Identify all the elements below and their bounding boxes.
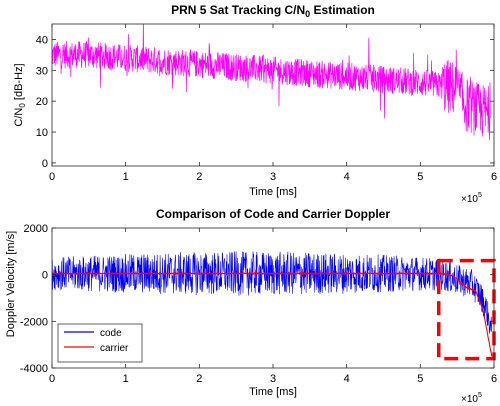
y-tick-label-cn0: 40 xyxy=(36,34,48,46)
x-tick-label-cn0: 5 xyxy=(417,171,423,183)
y-tick-label-cn0: 10 xyxy=(36,127,48,139)
series-code xyxy=(52,251,493,334)
y-tick-label-cn0: 0 xyxy=(42,158,48,170)
series-carrier xyxy=(52,271,493,357)
plot-cn0: PRN 5 Sat Tracking C/N0 Estimation C/N0 … xyxy=(13,3,497,205)
x-tick-label-cn0: 2 xyxy=(196,171,202,183)
x-tick-label-doppler: 1 xyxy=(123,373,129,385)
xlabel-doppler: Time [ms] xyxy=(249,386,297,398)
legend-box xyxy=(57,323,143,363)
x-tick-label-doppler: 2 xyxy=(196,373,202,385)
x-tick-label-cn0: 6 xyxy=(491,171,497,183)
y-tick-label-cn0: 30 xyxy=(36,65,48,77)
y-tick-label-cn0: 20 xyxy=(36,96,48,108)
legend-label-carrier: carrier xyxy=(100,343,129,354)
x-tick-label-doppler: 5 xyxy=(417,373,423,385)
x-tick-label-doppler: 6 xyxy=(491,373,497,385)
x-tick-label-doppler: 3 xyxy=(270,373,276,385)
x-exponent-cn0: ×105 xyxy=(461,192,482,205)
axes-frame-cn0 xyxy=(51,23,495,167)
highlight-box xyxy=(437,258,496,361)
legend-label-code: code xyxy=(100,328,122,339)
x-tick-label-cn0: 4 xyxy=(344,171,350,183)
x-exponent-doppler: ×105 xyxy=(461,392,482,405)
x-tick-label-cn0: 3 xyxy=(270,171,276,183)
y-tick-label-doppler: 2000 xyxy=(24,223,48,235)
title-cn0: PRN 5 Sat Tracking C/N0 Estimation xyxy=(171,3,375,19)
series-group-doppler xyxy=(52,251,493,357)
x-tick-label-cn0: 1 xyxy=(123,171,129,183)
series-cn0 xyxy=(52,24,491,140)
series-group-cn0 xyxy=(52,24,491,140)
x-tick-label-doppler: 4 xyxy=(344,373,350,385)
x-tick-label-cn0: 0 xyxy=(49,171,55,183)
y-tick-label-doppler: -4000 xyxy=(20,363,48,375)
x-tick-label-doppler: 0 xyxy=(49,373,55,385)
title-doppler: Comparison of Code and Carrier Doppler xyxy=(156,207,390,221)
y-tick-label-doppler: -2000 xyxy=(20,316,48,328)
plot-doppler: Comparison of Code and Carrier Doppler D… xyxy=(5,207,497,405)
ylabel-doppler: Doppler Velocity [m/s] xyxy=(5,231,17,337)
xlabel-cn0: Time [ms] xyxy=(249,186,297,198)
y-tick-label-doppler: 0 xyxy=(42,270,48,282)
legend: code carrier xyxy=(57,323,143,363)
ylabel-cn0: C/N0 [dB-Hz] xyxy=(13,63,27,126)
